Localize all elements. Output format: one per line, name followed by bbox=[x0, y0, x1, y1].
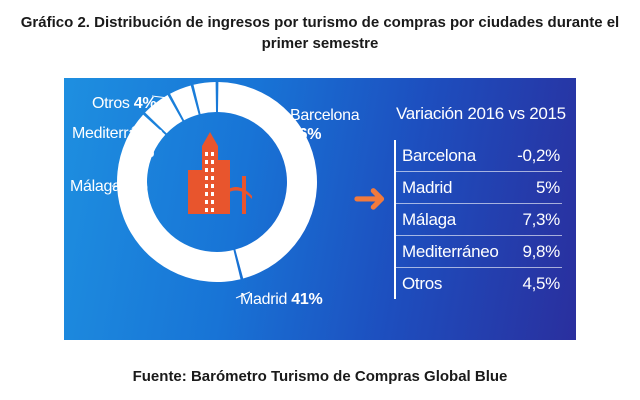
table-cell-city: Mediterráneo bbox=[402, 241, 499, 261]
table-cell-city: Madrid bbox=[402, 177, 453, 197]
infographic-panel: Otros 4% Mediterráneo 4% Málaga 5% Barce… bbox=[64, 78, 576, 340]
donut-slice-barcelona bbox=[217, 82, 317, 279]
label-malaga: Málaga 5% bbox=[70, 178, 148, 195]
city-buildings-bridge-icon bbox=[188, 132, 252, 214]
table-title: Variación 2016 vs 2015 bbox=[396, 104, 566, 123]
table-cell-value: 7,3% bbox=[522, 209, 560, 229]
chart-title: Gráfico 2. Distribución de ingresos por … bbox=[20, 14, 620, 52]
leader-line bbox=[151, 95, 169, 99]
table-row: Otros 4,5% bbox=[396, 268, 562, 299]
table-cell-value: 5% bbox=[536, 177, 560, 197]
donut-slice-madrid bbox=[117, 114, 241, 282]
table-cell-value: -0,2% bbox=[517, 145, 560, 165]
leader-line bbox=[235, 291, 251, 299]
label-barcelona: Barcelona 46% bbox=[290, 107, 360, 143]
table-row: Mediterráneo 9,8% bbox=[396, 236, 562, 268]
donut-slice-otros bbox=[193, 82, 217, 114]
leader-line bbox=[285, 127, 297, 135]
table-row: Málaga 7,3% bbox=[396, 204, 562, 236]
chart-source: Fuente: Barómetro Turismo de Compras Glo… bbox=[132, 368, 508, 385]
donut-slice-mediterráneo bbox=[170, 85, 199, 121]
table-cell-value: 4,5% bbox=[522, 273, 560, 293]
arrow-icon: ➜ bbox=[352, 174, 388, 221]
label-madrid: Madrid 41% bbox=[240, 291, 323, 308]
donut-slice-málaga bbox=[145, 95, 183, 134]
table-cell-value: 9,8% bbox=[522, 241, 560, 261]
label-mediterraneo: Mediterráneo 4% bbox=[72, 125, 163, 161]
variation-table: Barcelona -0,2% Madrid 5% Málaga 7,3% Me… bbox=[394, 140, 562, 299]
label-otros: Otros 4% bbox=[92, 95, 157, 112]
table-row: Madrid 5% bbox=[396, 172, 562, 204]
table-cell-city: Otros bbox=[402, 273, 443, 293]
table-row: Barcelona -0,2% bbox=[396, 140, 562, 172]
leader-line bbox=[137, 143, 143, 149]
table-cell-city: Málaga bbox=[402, 209, 456, 229]
table-cell-city: Barcelona bbox=[402, 145, 476, 165]
donut-chart bbox=[112, 82, 317, 299]
